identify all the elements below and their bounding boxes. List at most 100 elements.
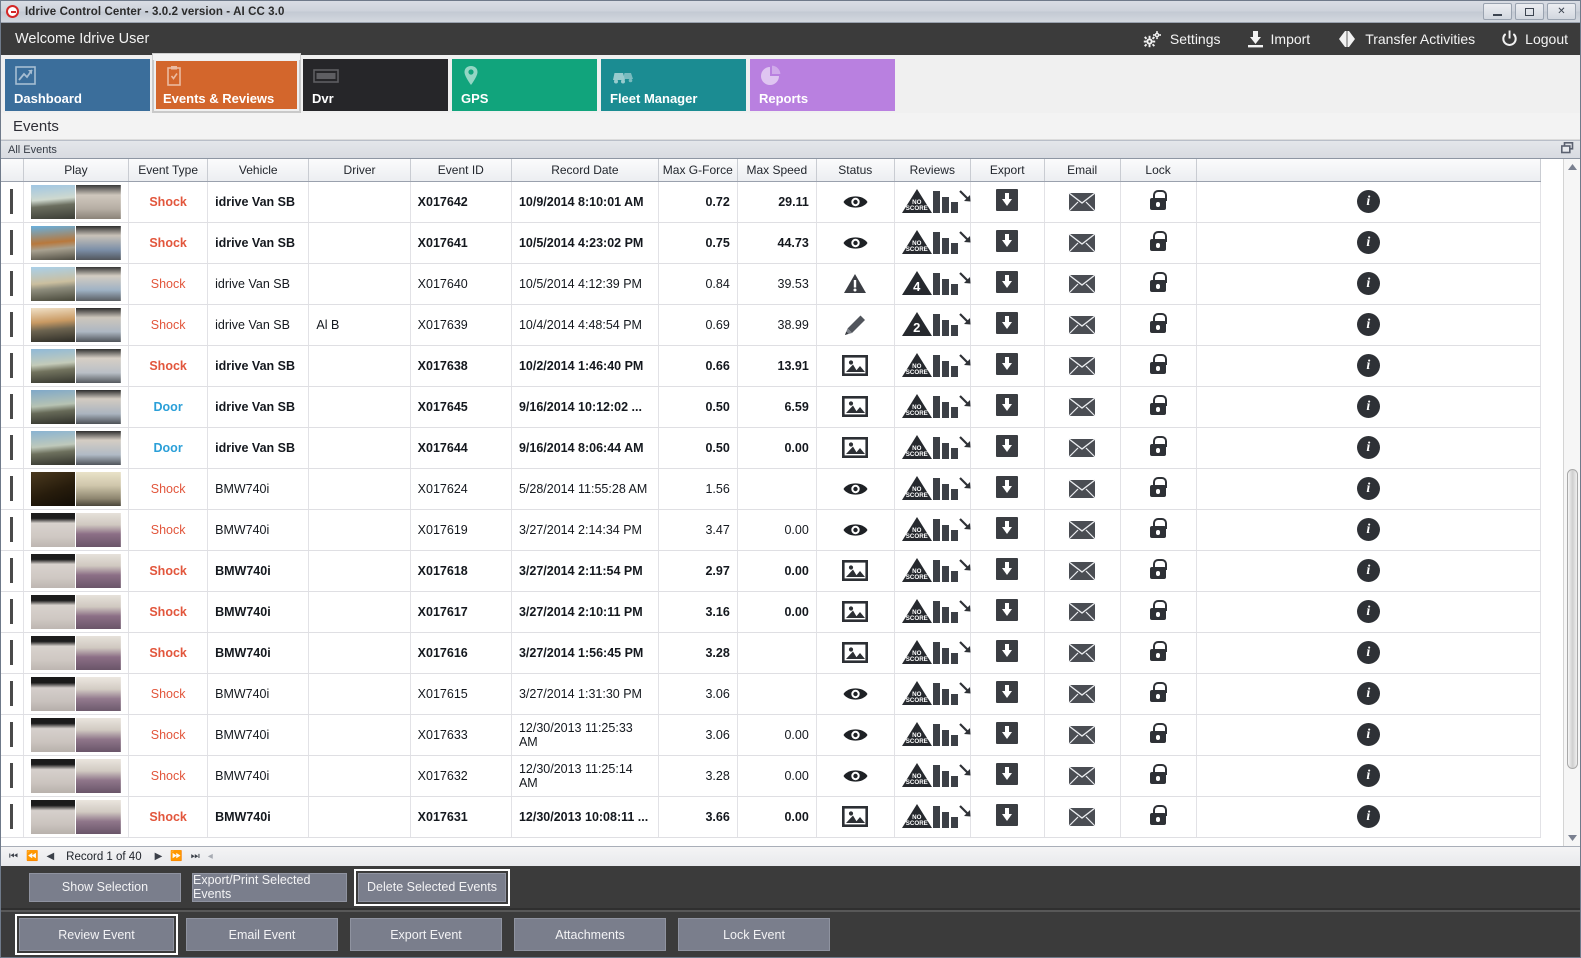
download-icon[interactable] xyxy=(996,804,1019,826)
info-icon[interactable]: i xyxy=(1356,436,1380,459)
play-thumbnails-cell[interactable] xyxy=(23,673,130,715)
status-cell[interactable] xyxy=(816,427,895,469)
review-score-indicator[interactable]: 2 xyxy=(901,310,971,336)
lock-icon[interactable] xyxy=(1149,230,1168,252)
row-select-cell[interactable] xyxy=(1,591,24,633)
export-cell[interactable] xyxy=(970,427,1045,469)
info-icon[interactable]: i xyxy=(1356,354,1380,377)
status-cell[interactable] xyxy=(816,591,895,633)
table-row[interactable]: Shock idrive Van SB X017641 10/5/2014 4:23:… xyxy=(1,222,1542,264)
play-thumbnails-cell[interactable] xyxy=(23,632,130,674)
lock-icon[interactable] xyxy=(1149,271,1168,293)
review-score-indicator[interactable]: NO SCORE xyxy=(901,351,971,377)
export-cell[interactable] xyxy=(970,304,1045,346)
thumbnail-exterior[interactable] xyxy=(30,307,76,342)
col-export[interactable]: Export xyxy=(970,159,1045,182)
review-score-indicator[interactable]: NO SCORE xyxy=(901,597,971,623)
thumbnail-interior[interactable] xyxy=(76,225,122,260)
email-cell[interactable] xyxy=(1044,386,1121,428)
info-cell[interactable]: i xyxy=(1196,673,1542,715)
download-icon[interactable] xyxy=(996,394,1019,416)
col-event-id[interactable]: Event ID xyxy=(410,159,512,182)
row-select-cell[interactable] xyxy=(1,509,24,551)
thumbnail-exterior[interactable] xyxy=(30,266,76,301)
review-score-indicator[interactable]: NO SCORE xyxy=(901,638,971,664)
status-cell[interactable] xyxy=(816,263,895,305)
download-icon[interactable] xyxy=(996,763,1019,785)
thumbnail-exterior[interactable] xyxy=(30,348,76,383)
pager-first-button[interactable]: ⏮ xyxy=(9,851,18,862)
pager-next-button[interactable]: ▶ xyxy=(154,851,163,862)
table-row[interactable]: Shock BMW740i X017632 12/30/2013 11:25:14 A… xyxy=(1,755,1542,797)
email-cell[interactable] xyxy=(1044,304,1121,346)
scroll-down-arrow[interactable] xyxy=(1564,830,1580,846)
col-play[interactable]: Play xyxy=(23,159,130,182)
envelope-icon[interactable] xyxy=(1068,232,1096,252)
thumbnail-exterior[interactable] xyxy=(30,184,76,219)
col-status[interactable]: Status xyxy=(816,159,895,182)
lock-icon[interactable] xyxy=(1149,517,1168,539)
lock-cell[interactable] xyxy=(1120,550,1197,592)
table-row[interactable]: Shock BMW740i X017633 12/30/2013 11:25:33 A… xyxy=(1,714,1542,756)
row-select-cell[interactable] xyxy=(1,550,24,592)
play-thumbnails-cell[interactable] xyxy=(23,468,130,510)
thumbnail-exterior[interactable] xyxy=(30,758,76,793)
table-row[interactable]: Shock BMW740i X017616 3/27/2014 1:56:45 PM 3… xyxy=(1,632,1542,674)
eye-icon[interactable] xyxy=(842,522,869,536)
row-select-cell[interactable] xyxy=(1,222,24,264)
export-print-selected-events-button[interactable]: Export/Print Selected Events xyxy=(192,872,347,902)
email-cell[interactable] xyxy=(1044,509,1121,551)
thumbnail-exterior[interactable] xyxy=(30,676,76,711)
eye-icon[interactable] xyxy=(842,194,869,208)
email-cell[interactable] xyxy=(1044,755,1121,797)
download-icon[interactable] xyxy=(996,476,1019,498)
thumbnail-exterior[interactable] xyxy=(30,430,76,465)
export-cell[interactable] xyxy=(970,591,1045,633)
lock-icon[interactable] xyxy=(1149,353,1168,375)
email-cell[interactable] xyxy=(1044,632,1121,674)
table-row[interactable]: Shock idrive Van SB Al B X017639 10/4/2014 4… xyxy=(1,304,1542,346)
email-cell[interactable] xyxy=(1044,427,1121,469)
lock-icon[interactable] xyxy=(1149,763,1168,785)
pager-prev-page-button[interactable]: ⏪ xyxy=(26,851,38,862)
scroll-up-arrow[interactable] xyxy=(1564,159,1580,175)
table-row[interactable]: Shock idrive Van SB X017638 10/2/2014 1:46:… xyxy=(1,345,1542,387)
col-lock[interactable]: Lock xyxy=(1120,159,1197,182)
thumbnail-exterior[interactable] xyxy=(30,553,76,588)
col-max-speed[interactable]: Max Speed xyxy=(737,159,817,182)
thumbnail-interior[interactable] xyxy=(76,389,122,424)
download-icon[interactable] xyxy=(996,681,1019,703)
lock-icon[interactable] xyxy=(1149,189,1168,211)
table-row[interactable]: Door idrive Van SB X017645 9/16/2014 10:12:… xyxy=(1,386,1542,428)
eye-icon[interactable] xyxy=(842,727,869,741)
email-cell[interactable] xyxy=(1044,714,1121,756)
nav-tab-gps[interactable]: GPS xyxy=(452,59,597,111)
info-icon[interactable]: i xyxy=(1356,682,1380,705)
row-select-cell[interactable] xyxy=(1,755,24,797)
image-icon[interactable] xyxy=(842,600,869,622)
lock-icon[interactable] xyxy=(1149,312,1168,334)
row-select-cell[interactable] xyxy=(1,468,24,510)
thumbnail-interior[interactable] xyxy=(76,758,122,793)
image-icon[interactable] xyxy=(842,436,869,458)
lock-cell[interactable] xyxy=(1120,755,1197,797)
thumbnail-interior[interactable] xyxy=(76,471,122,506)
table-row[interactable]: Shock BMW740i X017619 3/27/2014 2:14:34 PM 3… xyxy=(1,509,1542,551)
lock-cell[interactable] xyxy=(1120,222,1197,264)
table-row[interactable]: Shock BMW740i X017624 5/28/2014 11:55:28 AM… xyxy=(1,468,1542,510)
download-icon[interactable] xyxy=(996,353,1019,375)
table-row[interactable]: Shock BMW740i X017618 3/27/2014 2:11:54 PM 2… xyxy=(1,550,1542,592)
info-icon[interactable]: i xyxy=(1356,723,1380,746)
status-cell[interactable] xyxy=(816,550,895,592)
download-icon[interactable] xyxy=(996,722,1019,744)
lock-icon[interactable] xyxy=(1149,681,1168,703)
email-cell[interactable] xyxy=(1044,222,1121,264)
info-cell[interactable]: i xyxy=(1196,591,1542,633)
info-icon[interactable]: i xyxy=(1356,231,1380,254)
export-cell[interactable] xyxy=(970,345,1045,387)
table-row[interactable]: Shock BMW740i X017615 3/27/2014 1:31:30 PM 3… xyxy=(1,673,1542,715)
info-icon[interactable]: i xyxy=(1356,764,1380,787)
grid-vertical-scrollbar[interactable] xyxy=(1563,159,1580,846)
status-cell[interactable] xyxy=(816,181,895,223)
row-select-cell[interactable] xyxy=(1,714,24,756)
